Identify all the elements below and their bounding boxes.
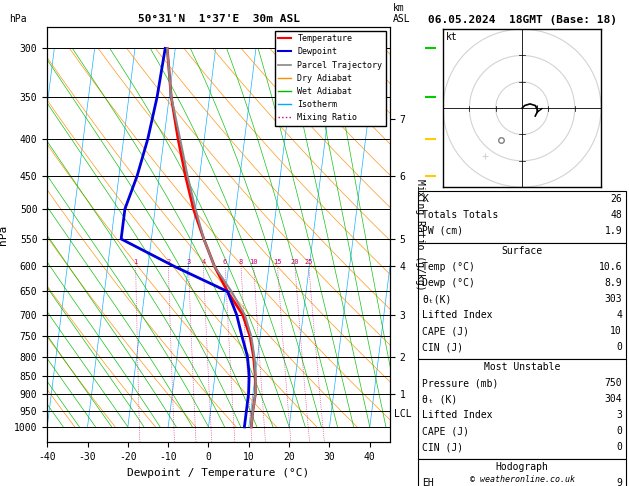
Text: 26: 26 [610,194,622,204]
Text: 750: 750 [604,378,622,388]
Text: km
ASL: km ASL [393,3,411,24]
Text: 9: 9 [616,478,622,486]
Text: PW (cm): PW (cm) [422,226,463,236]
Text: 20: 20 [291,259,299,265]
Text: hPa: hPa [9,14,27,24]
Text: 10: 10 [610,326,622,336]
Text: 0: 0 [616,342,622,352]
Text: 10.6: 10.6 [599,262,622,272]
Text: 4: 4 [616,310,622,320]
Text: 0: 0 [616,426,622,436]
Text: Totals Totals: Totals Totals [422,210,498,220]
Text: Hodograph: Hodograph [496,462,548,472]
Text: 0: 0 [616,442,622,452]
X-axis label: Dewpoint / Temperature (°C): Dewpoint / Temperature (°C) [128,468,309,478]
Text: 10: 10 [250,259,258,265]
Text: 25: 25 [304,259,313,265]
Text: © weatheronline.co.uk: © weatheronline.co.uk [470,474,574,484]
Text: LCL: LCL [394,409,412,419]
Text: Surface: Surface [501,246,543,256]
Y-axis label: hPa: hPa [0,225,8,244]
Text: 1.9: 1.9 [604,226,622,236]
Text: 303: 303 [604,294,622,304]
Text: CIN (J): CIN (J) [422,442,463,452]
Text: θₜ (K): θₜ (K) [422,394,457,404]
Text: 1: 1 [133,259,138,265]
Text: Dewp (°C): Dewp (°C) [422,278,475,288]
Text: EH: EH [422,478,434,486]
Text: 4: 4 [201,259,206,265]
Legend: Temperature, Dewpoint, Parcel Trajectory, Dry Adiabat, Wet Adiabat, Isotherm, Mi: Temperature, Dewpoint, Parcel Trajectory… [275,31,386,125]
Text: 3: 3 [616,410,622,420]
Text: 48: 48 [610,210,622,220]
Text: 6: 6 [223,259,227,265]
Text: 304: 304 [604,394,622,404]
Text: Temp (°C): Temp (°C) [422,262,475,272]
Text: 2: 2 [166,259,170,265]
Text: Most Unstable: Most Unstable [484,362,560,372]
Text: 15: 15 [273,259,282,265]
Text: kt: kt [446,32,458,42]
Text: 50°31'N  1°37'E  30m ASL: 50°31'N 1°37'E 30m ASL [138,14,299,24]
Text: Mixing Ratio (g/kg): Mixing Ratio (g/kg) [415,179,425,290]
Text: CIN (J): CIN (J) [422,342,463,352]
Text: Pressure (mb): Pressure (mb) [422,378,498,388]
Text: 8.9: 8.9 [604,278,622,288]
Text: 3: 3 [186,259,191,265]
Text: 06.05.2024  18GMT (Base: 18): 06.05.2024 18GMT (Base: 18) [428,15,616,25]
Text: K: K [422,194,428,204]
Text: Lifted Index: Lifted Index [422,410,493,420]
Text: Lifted Index: Lifted Index [422,310,493,320]
Text: θₜ(K): θₜ(K) [422,294,452,304]
Text: CAPE (J): CAPE (J) [422,426,469,436]
Text: 8: 8 [239,259,243,265]
Text: CAPE (J): CAPE (J) [422,326,469,336]
